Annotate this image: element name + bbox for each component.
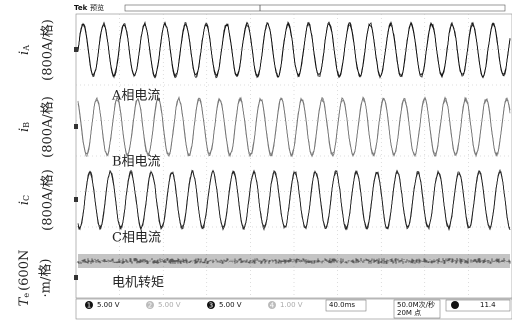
scale-line: (800A/格)	[40, 19, 56, 81]
scope-figure: Tek 预览 iA(800A/格)A相电流iB(800A/格)B相电流iC(80…	[0, 0, 512, 322]
status-bar: 1 5.00 V 2 5.00 V 3 5.00 V 4 1.00 V 40.0ms 50.0M次…	[76, 299, 512, 319]
channel-number: 3	[209, 302, 213, 310]
channel-number: 1	[87, 302, 91, 310]
scale-line: (800A/格)	[40, 169, 56, 231]
channel-volts: 5.00 V	[97, 301, 120, 309]
timebase: 40.0ms	[329, 301, 355, 309]
subscript: C	[22, 195, 31, 201]
mode: 预览	[90, 3, 104, 12]
channel-volts: 1.00 V	[280, 301, 303, 309]
scale-line: (800A/格)	[40, 96, 56, 158]
subscript: B	[22, 122, 31, 128]
channel-label: B相电流	[112, 155, 161, 170]
scale-line: ·m/格)	[38, 259, 54, 298]
sample-rate: 50.0M次/秒	[397, 300, 435, 309]
channel-label: 电机转矩	[112, 276, 164, 291]
brand: Tek	[74, 4, 88, 12]
channel-number: 4	[270, 302, 275, 310]
channel-marker	[74, 197, 78, 202]
channel-marker	[74, 47, 78, 52]
trigger-badge	[451, 301, 459, 309]
channel-number: 2	[148, 302, 152, 310]
channel-marker	[74, 275, 78, 280]
trigger-level: 11.4	[480, 301, 496, 309]
channel-volts: 5.00 V	[219, 301, 242, 309]
record-length: 20M 点	[397, 309, 421, 317]
torque-band	[78, 254, 510, 268]
subscript: A	[22, 45, 31, 52]
scale-line: (600N	[17, 250, 32, 291]
channel-label: A相电流	[111, 89, 160, 104]
channel-marker	[74, 124, 78, 129]
channel-volts: 5.00 V	[158, 301, 181, 309]
subscript: e	[22, 293, 31, 298]
axis-symbol: Te(600N	[17, 250, 32, 307]
channel-label: C相电流	[112, 231, 161, 246]
